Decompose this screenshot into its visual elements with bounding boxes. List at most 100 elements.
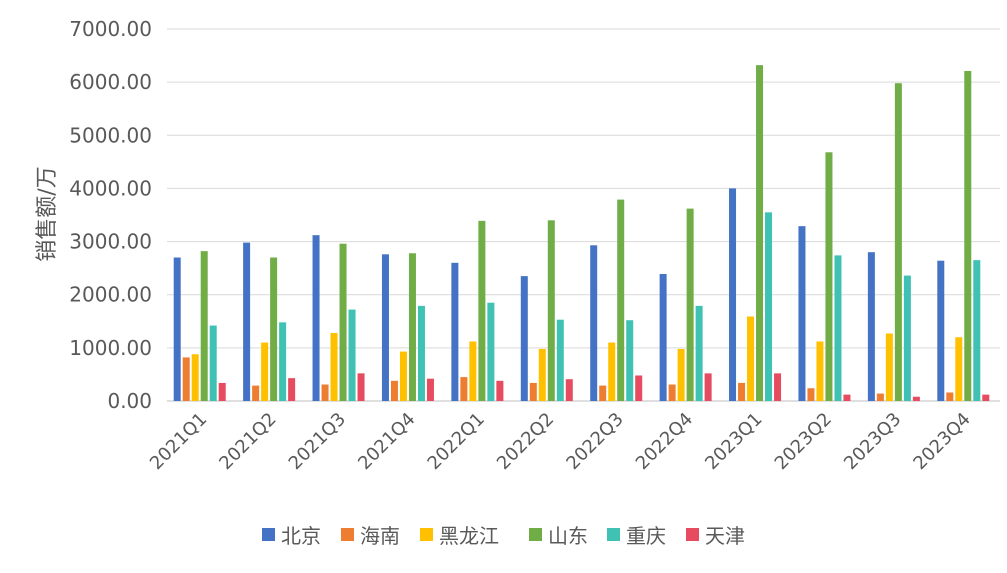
bar-2021Q2-海南	[252, 385, 260, 401]
bar-2021Q2-黑龙江	[261, 342, 269, 401]
x-tick-label: 2023Q1	[701, 409, 766, 474]
bar-2023Q3-重庆	[903, 275, 911, 401]
legend-swatch	[529, 528, 542, 541]
bar-2023Q2-重庆	[834, 255, 842, 401]
bar-2021Q3-海南	[321, 384, 329, 401]
bar-2022Q3-黑龙江	[608, 342, 616, 401]
bar-2023Q1-海南	[738, 382, 746, 401]
x-tick-label: 2023Q4	[909, 409, 974, 474]
bar-2023Q2-天津	[843, 394, 851, 401]
bar-2022Q3-北京	[590, 245, 598, 401]
bar-2022Q4-天津	[704, 373, 712, 401]
bar-2021Q2-山东	[270, 257, 278, 401]
x-tick-label: 2022Q1	[424, 409, 489, 474]
legend-label: 重庆	[626, 524, 666, 548]
x-tick-label: 2022Q4	[632, 409, 697, 474]
legend-label: 山东	[548, 524, 588, 548]
bar-2021Q3-重庆	[348, 309, 356, 401]
y-tick-label: 1000.00	[69, 336, 152, 360]
legend-swatch	[607, 528, 620, 541]
bar-2022Q1-黑龙江	[469, 341, 477, 401]
bar-2023Q1-山东	[756, 65, 764, 401]
bar-2022Q1-重庆	[487, 302, 495, 401]
bar-2023Q1-北京	[729, 188, 737, 401]
bar-2021Q1-黑龙江	[191, 354, 199, 401]
y-tick-label: 2000.00	[69, 283, 152, 307]
grid-lines	[167, 28, 1000, 402]
x-tick-label: 2021Q3	[285, 409, 350, 474]
y-tick-label: 6000.00	[69, 70, 152, 94]
bar-2023Q1-天津	[774, 373, 782, 401]
x-tick-label: 2023Q3	[840, 409, 905, 474]
bar-2023Q3-天津	[912, 396, 920, 401]
legend-swatch	[341, 528, 354, 541]
bar-2021Q2-天津	[288, 378, 296, 401]
bar-2021Q3-天津	[357, 373, 365, 401]
bar-2023Q3-北京	[867, 252, 875, 401]
bar-2023Q4-海南	[946, 392, 954, 401]
bar-2023Q3-黑龙江	[885, 333, 893, 401]
y-tick-label: 7000.00	[69, 17, 152, 41]
bar-2022Q1-天津	[496, 380, 504, 401]
x-tick-label: 2021Q2	[215, 409, 280, 474]
bar-2021Q4-天津	[426, 378, 434, 401]
bar-2021Q3-黑龙江	[330, 332, 338, 401]
legend-label: 天津	[705, 524, 745, 548]
bar-2021Q2-北京	[243, 242, 251, 401]
bar-2023Q1-黑龙江	[747, 316, 755, 401]
x-tick-label: 2021Q4	[354, 409, 419, 474]
y-tick-label: 3000.00	[69, 230, 152, 254]
bar-2022Q4-黑龙江	[677, 348, 685, 401]
bar-2022Q1-北京	[451, 262, 459, 401]
bar-2022Q4-重庆	[695, 305, 703, 401]
bar-2023Q1-重庆	[765, 212, 773, 401]
x-tick-label: 2021Q1	[146, 409, 211, 474]
bar-2022Q3-山东	[617, 199, 625, 401]
bar-2022Q1-山东	[478, 220, 486, 401]
bar-2023Q4-黑龙江	[955, 337, 963, 401]
bar-2021Q4-重庆	[417, 305, 425, 401]
bar-2021Q4-黑龙江	[399, 351, 407, 401]
bar-2022Q2-重庆	[556, 319, 564, 401]
bar-2023Q4-北京	[937, 260, 945, 401]
bar-2022Q2-黑龙江	[538, 348, 546, 401]
bar-2022Q4-山东	[686, 208, 694, 401]
bar-2021Q1-北京	[173, 257, 181, 401]
bar-2021Q4-山东	[408, 253, 416, 401]
bar-2023Q3-山东	[894, 83, 902, 401]
y-tick-label: 4000.00	[69, 176, 152, 200]
bar-2021Q1-海南	[182, 357, 190, 401]
bar-2021Q3-北京	[312, 235, 320, 401]
bar-2023Q2-山东	[825, 152, 833, 401]
bar-2022Q1-海南	[460, 377, 468, 401]
y-axis-label: 销售额/万	[35, 166, 60, 261]
bar-2021Q1-山东	[200, 251, 208, 401]
bar-2021Q1-天津	[218, 382, 226, 401]
bar-2022Q4-海南	[668, 384, 676, 401]
bar-2022Q2-海南	[529, 382, 537, 401]
bar-2022Q2-天津	[565, 379, 573, 401]
bar-2022Q3-天津	[635, 375, 643, 401]
legend-label: 海南	[360, 524, 400, 548]
bar-2023Q4-天津	[982, 394, 990, 401]
bar-2022Q3-重庆	[626, 320, 634, 401]
x-tick-label: 2023Q2	[771, 409, 836, 474]
bar-2022Q3-海南	[599, 385, 607, 401]
bar-2021Q3-山东	[339, 243, 347, 401]
bar-2023Q4-山东	[964, 70, 972, 402]
x-axis-ticks: 2021Q1 2021Q2 2021Q3 2021Q4 2022Q1 2022Q2 2022…	[146, 409, 975, 474]
bar-2023Q2-海南	[807, 388, 815, 401]
x-tick-label: 2022Q3	[562, 409, 627, 474]
legend-swatch	[686, 528, 699, 541]
legend-label: 黑龙江	[439, 524, 499, 548]
bar-2021Q2-重庆	[279, 322, 287, 401]
bar-2021Q1-重庆	[209, 325, 217, 401]
bar-2023Q4-重庆	[973, 260, 981, 401]
bar-2021Q4-海南	[390, 380, 398, 401]
x-tick-label: 2022Q2	[493, 409, 558, 474]
legend-swatch	[420, 528, 433, 541]
bar-2023Q3-海南	[876, 393, 884, 401]
bar-2022Q4-北京	[659, 273, 667, 401]
bars	[173, 65, 990, 402]
